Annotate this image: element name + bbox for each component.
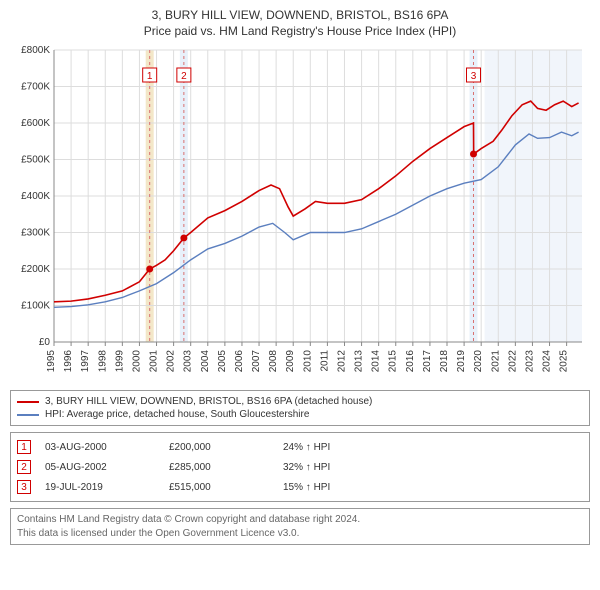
event-price: £200,000	[169, 442, 269, 453]
svg-text:2: 2	[181, 71, 187, 82]
svg-text:3: 3	[471, 71, 477, 82]
chart-area: £0 £100K £200K £300K £400K £500K £600K £700K £80…	[10, 44, 590, 384]
svg-text:2023: 2023	[524, 350, 535, 373]
svg-text:£300K: £300K	[21, 228, 50, 239]
svg-text:1998: 1998	[97, 350, 108, 373]
event-price: £515,000	[169, 482, 269, 493]
svg-text:£100K: £100K	[21, 301, 50, 312]
svg-text:£400K: £400K	[21, 191, 50, 202]
svg-text:£800K: £800K	[21, 45, 50, 56]
event-date: 03-AUG-2000	[45, 442, 155, 453]
svg-text:2002: 2002	[166, 350, 177, 373]
svg-text:1996: 1996	[63, 350, 74, 373]
event-row: 1 03-AUG-2000 £200,000 24% ↑ HPI	[17, 437, 583, 457]
line-chart: £0 £100K £200K £300K £400K £500K £600K £700K £80…	[10, 44, 590, 384]
legend: 3, BURY HILL VIEW, DOWNEND, BRISTOL, BS1…	[10, 390, 590, 426]
events-table: 1 03-AUG-2000 £200,000 24% ↑ HPI 2 05-AU…	[10, 432, 590, 502]
event-delta: 24% ↑ HPI	[283, 442, 330, 453]
event-marker-icon: 2	[17, 460, 31, 474]
svg-text:2016: 2016	[405, 350, 416, 373]
event-price: £285,000	[169, 462, 269, 473]
svg-text:2012: 2012	[336, 350, 347, 373]
svg-text:2014: 2014	[371, 350, 382, 373]
svg-text:2013: 2013	[354, 350, 365, 373]
event-delta: 15% ↑ HPI	[283, 482, 330, 493]
svg-text:2015: 2015	[388, 350, 399, 373]
event-marker-icon: 1	[17, 440, 31, 454]
event-marker-icon: 3	[17, 480, 31, 494]
legend-item: HPI: Average price, detached house, Sout…	[17, 408, 583, 421]
svg-text:1995: 1995	[46, 350, 57, 373]
svg-text:2001: 2001	[149, 350, 160, 373]
legend-item: 3, BURY HILL VIEW, DOWNEND, BRISTOL, BS1…	[17, 395, 583, 408]
svg-text:2003: 2003	[183, 350, 194, 373]
svg-text:1999: 1999	[114, 350, 125, 373]
svg-text:2021: 2021	[490, 350, 501, 373]
chart-titles: 3, BURY HILL VIEW, DOWNEND, BRISTOL, BS1…	[10, 6, 590, 44]
svg-text:2018: 2018	[439, 350, 450, 373]
legend-label: 3, BURY HILL VIEW, DOWNEND, BRISTOL, BS1…	[45, 396, 372, 407]
svg-text:£500K: £500K	[21, 155, 50, 166]
license-notice: Contains HM Land Registry data © Crown c…	[10, 508, 590, 545]
chart-title: 3, BURY HILL VIEW, DOWNEND, BRISTOL, BS1…	[10, 8, 590, 22]
svg-text:2004: 2004	[200, 350, 211, 373]
svg-text:2025: 2025	[559, 350, 570, 373]
svg-text:2024: 2024	[542, 350, 553, 373]
svg-text:2019: 2019	[456, 350, 467, 373]
event-row: 2 05-AUG-2002 £285,000 32% ↑ HPI	[17, 457, 583, 477]
legend-swatch	[17, 414, 39, 416]
svg-text:2000: 2000	[131, 350, 142, 373]
svg-text:2005: 2005	[217, 350, 228, 373]
license-line: This data is licensed under the Open Gov…	[17, 527, 583, 541]
svg-text:£200K: £200K	[21, 264, 50, 275]
svg-text:2020: 2020	[473, 350, 484, 373]
legend-swatch	[17, 401, 39, 403]
svg-text:£700K: £700K	[21, 82, 50, 93]
event-row: 3 19-JUL-2019 £515,000 15% ↑ HPI	[17, 477, 583, 497]
svg-text:2017: 2017	[422, 350, 433, 373]
event-date: 19-JUL-2019	[45, 482, 155, 493]
svg-text:1: 1	[147, 71, 153, 82]
legend-label: HPI: Average price, detached house, Sout…	[45, 409, 309, 420]
svg-text:2006: 2006	[234, 350, 245, 373]
svg-text:2022: 2022	[507, 350, 518, 373]
svg-text:2010: 2010	[302, 350, 313, 373]
chart-subtitle: Price paid vs. HM Land Registry's House …	[10, 24, 590, 38]
svg-text:2008: 2008	[268, 350, 279, 373]
svg-text:1997: 1997	[80, 350, 91, 373]
svg-text:£0: £0	[39, 337, 51, 348]
svg-text:2007: 2007	[251, 350, 262, 373]
license-line: Contains HM Land Registry data © Crown c…	[17, 513, 583, 527]
svg-text:£600K: £600K	[21, 118, 50, 129]
svg-text:2011: 2011	[319, 350, 330, 372]
svg-text:2009: 2009	[285, 350, 296, 373]
event-delta: 32% ↑ HPI	[283, 462, 330, 473]
event-date: 05-AUG-2002	[45, 462, 155, 473]
